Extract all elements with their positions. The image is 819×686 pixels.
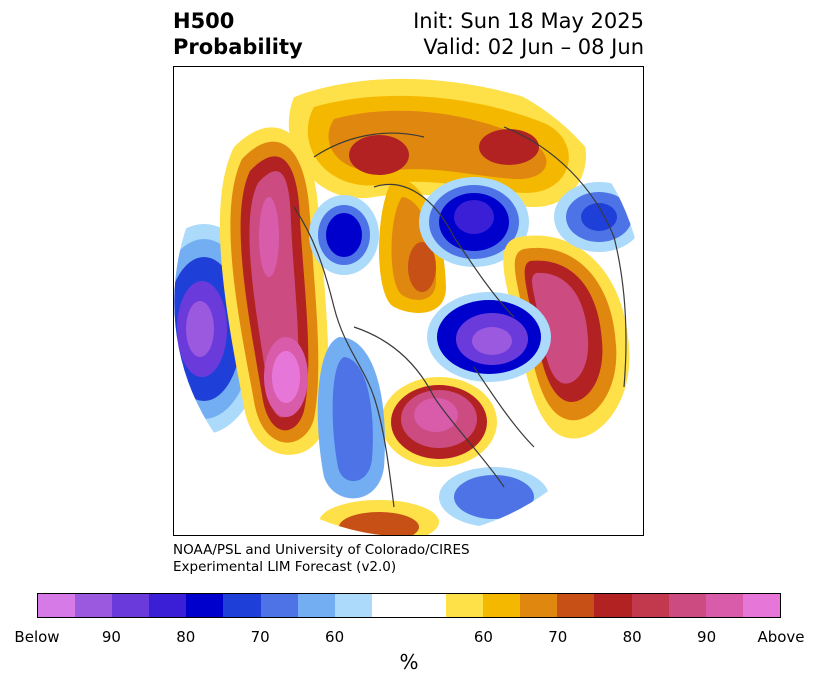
- title-variable: H500: [173, 9, 235, 33]
- data-credit: NOAA/PSL and University of Colorado/CIRE…: [173, 542, 470, 576]
- colorbar-segment: [260, 594, 298, 617]
- anomaly-below-northeast: [554, 182, 643, 252]
- colorbar-segment: [223, 594, 261, 617]
- anomaly-above-pacific: [219, 127, 329, 455]
- colorbar-tick-label: 70: [548, 628, 568, 646]
- colorbar-segment: [112, 594, 150, 617]
- title-right: Init: Sun 18 May 2025 Valid: 02 Jun – 08…: [413, 8, 644, 60]
- credit-line-1: NOAA/PSL and University of Colorado/CIRE…: [173, 542, 470, 558]
- map-panel: [173, 66, 644, 536]
- colorbar-tick-label: 80: [622, 628, 642, 646]
- colorbar-segment: [371, 594, 447, 617]
- colorbar-tick-label: Below: [14, 628, 60, 646]
- colorbar-segment: [705, 594, 743, 617]
- anomaly-below-southwest: [317, 337, 385, 499]
- colorbar-segment: [520, 594, 558, 617]
- colorbar-segment: [446, 594, 484, 617]
- anomaly-above-south: [381, 377, 497, 467]
- anomaly-above-north: [288, 78, 587, 208]
- colorbar-segment: [186, 594, 224, 617]
- colorbar: [37, 593, 781, 618]
- anomaly-below-northwest: [309, 195, 379, 275]
- anomaly-above-east: [503, 235, 630, 439]
- credit-line-2: Experimental LIM Forecast (v2.0): [173, 559, 397, 575]
- colorbar-tick-label: 70: [250, 628, 270, 646]
- anomaly-below-south: [439, 467, 549, 527]
- colorbar-unit: %: [399, 650, 419, 674]
- colorbar-segment: [75, 594, 113, 617]
- colorbar-tick-label: 60: [325, 628, 345, 646]
- map-disc: [174, 67, 643, 535]
- title-left: H500 Probability: [173, 8, 303, 60]
- colorbar-tick-label: 60: [473, 628, 493, 646]
- colorbar-tick-label: 90: [697, 628, 717, 646]
- colorbar-segment: [334, 594, 372, 617]
- colorbar-tick-label: 90: [101, 628, 121, 646]
- colorbar-tick-label: 80: [176, 628, 196, 646]
- title-subtitle: Probability: [173, 35, 303, 59]
- colorbar-segment: [742, 594, 780, 617]
- probability-map: [174, 67, 643, 535]
- colorbar-segment: [631, 594, 669, 617]
- colorbar-tick-label: Above: [757, 628, 805, 646]
- valid-range: Valid: 02 Jun – 08 Jun: [423, 35, 644, 59]
- colorbar-segment: [297, 594, 335, 617]
- anomaly-below-arctic: [419, 177, 529, 267]
- colorbar-segment: [483, 594, 521, 617]
- colorbar-segment: [557, 594, 595, 617]
- colorbar-segment: [149, 594, 187, 617]
- colorbar-segment: [594, 594, 632, 617]
- anomaly-below-center: [427, 292, 551, 382]
- coastlines: [293, 126, 627, 508]
- colorbar-segment: [668, 594, 706, 617]
- colorbar-segment: [38, 594, 76, 617]
- init-date: Init: Sun 18 May 2025: [413, 9, 644, 33]
